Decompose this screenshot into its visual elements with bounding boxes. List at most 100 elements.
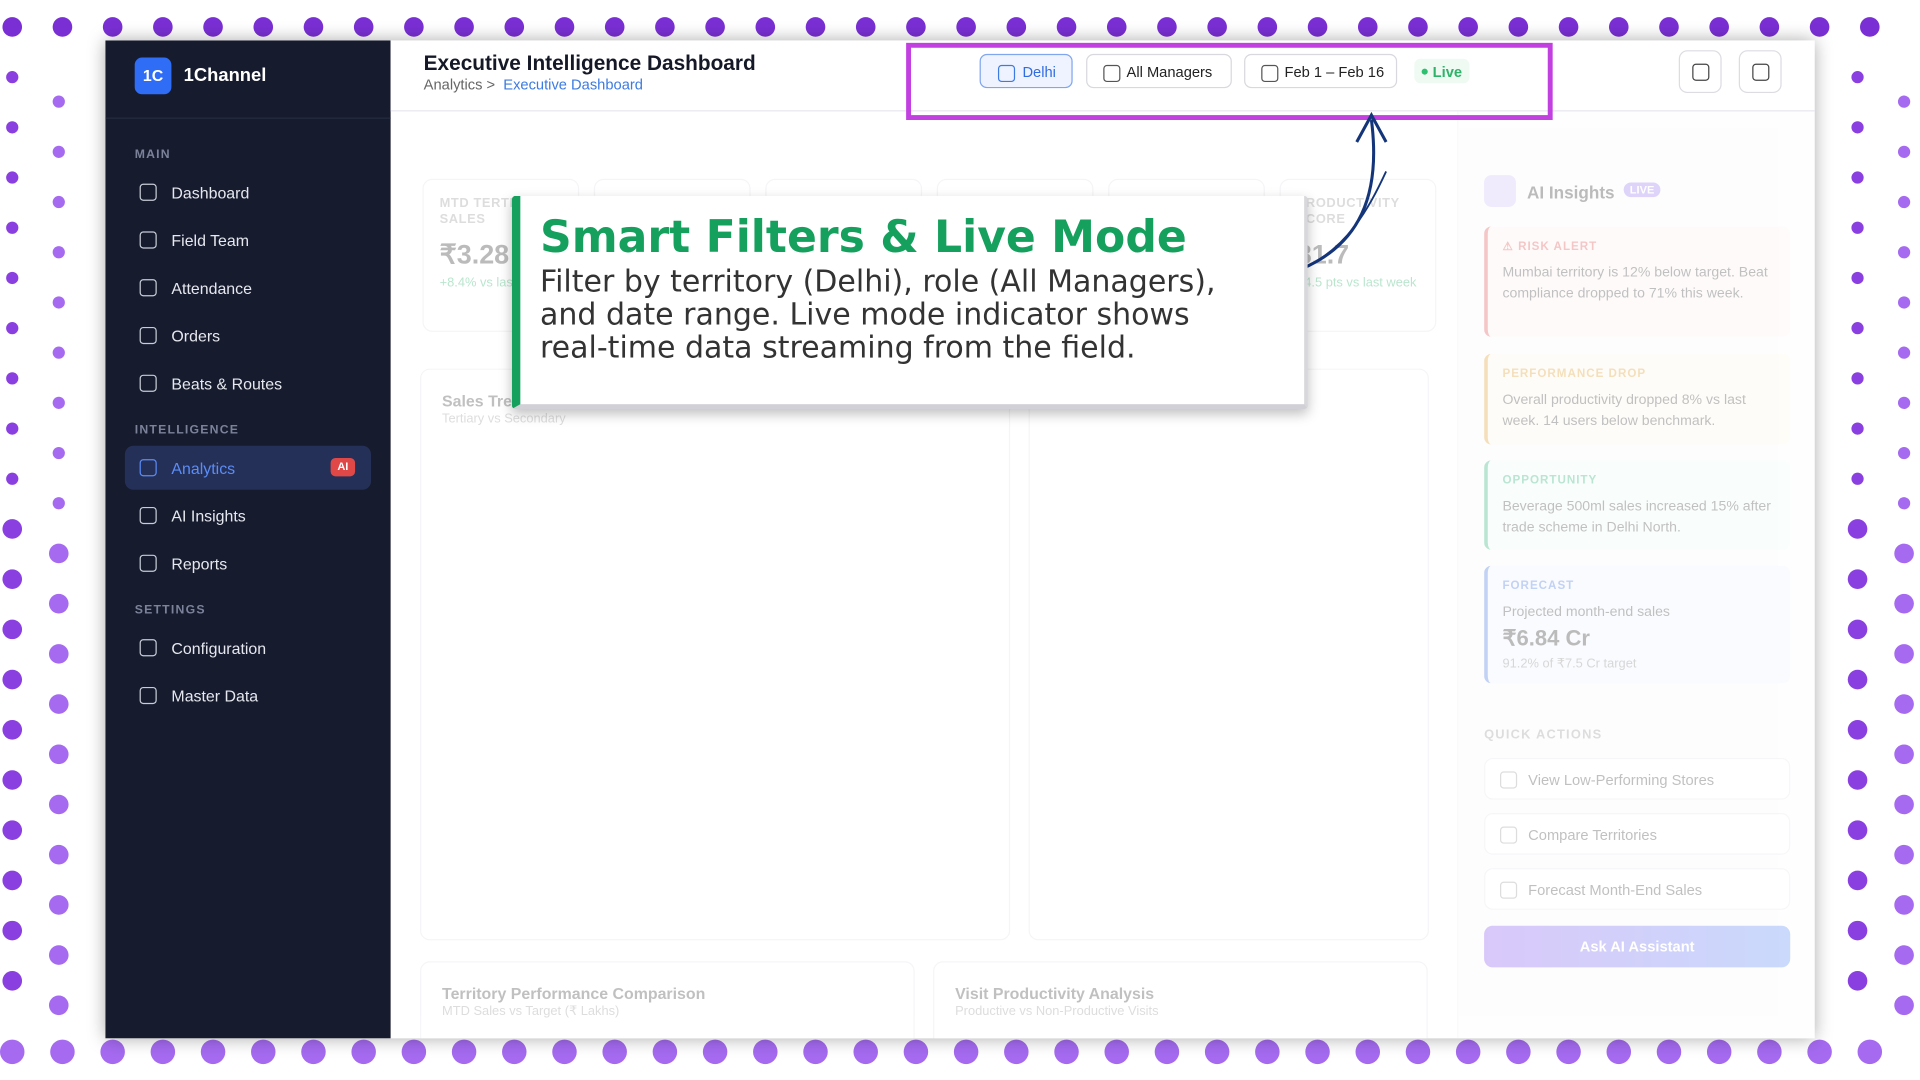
dot [604,17,625,37]
dot [1894,644,1914,664]
live-indicator[interactable]: Live [1414,58,1470,84]
dot [52,346,65,359]
dot [48,895,69,915]
dot [1897,246,1911,259]
donut-segment [1050,525,1166,738]
chart-subtitle: MTD Sales vs Target (₹ Lakhs) [442,1004,620,1019]
quick-action[interactable]: View Low-Performing Stores [1484,757,1791,800]
x-tick-label: 1 Jan [471,712,499,725]
callout-line: real-time data streaming from the field. [540,329,1136,365]
icon-button[interactable] [1678,50,1722,94]
quick-actions-title: QUICK ACTIONS [1484,727,1603,743]
dot [1847,619,1868,640]
dot [48,995,69,1016]
dot [1157,17,1177,37]
icon [139,506,157,525]
nav-item[interactable]: Attendance [125,266,371,310]
insight-label: PERFORMANCE DROP [1502,367,1647,381]
divider [105,117,391,119]
dot [48,844,69,865]
line-chart-card: Sales Trend Tertiary vs Secondary [420,368,1011,941]
dot [1851,221,1864,234]
legend-label: Soap 100g [1069,840,1134,855]
nav-label: Attendance [171,279,252,298]
dot [353,17,374,37]
nav-item[interactable]: AI Insights [125,493,371,537]
nav-item[interactable]: Configuration [125,626,371,670]
dot [251,1039,276,1065]
quick-action-label: View Low-Performing Stores [1528,771,1715,789]
filter-label: Delhi [1022,63,1056,81]
dot [200,1039,226,1065]
dot [705,17,725,37]
dot [6,271,19,285]
dot [702,1039,728,1065]
nav-item[interactable]: Dashboard [125,170,371,214]
data-label: 22% [1381,816,1408,831]
dot [6,71,19,84]
ask-ai-button[interactable]: Ask AI Assistant [1484,925,1791,968]
dot [1355,1039,1381,1065]
dot [52,446,65,460]
dot [903,1039,929,1065]
dot [153,17,173,37]
nav-item[interactable]: Field Team [125,218,371,262]
dot [1357,17,1378,37]
nav-item[interactable]: Analytics AI [124,445,372,490]
icon [139,686,157,705]
dot [1056,17,1077,37]
dot [2,669,23,690]
dot [1759,17,1780,37]
icon [1261,64,1279,83]
nav-item[interactable]: Reports [125,541,371,585]
legend-swatch [1051,795,1060,805]
dot [1305,1039,1330,1065]
dot [1847,669,1868,690]
quick-action[interactable]: Compare Territories [1484,813,1791,855]
nav-item[interactable]: Orders [125,313,371,357]
insights-badge: LIVE [1623,182,1661,198]
quick-action[interactable]: Forecast Month-End Sales [1484,868,1791,910]
line [483,545,987,694]
dot [2,770,23,790]
dot [301,1039,326,1065]
icon-button[interactable] [1738,50,1782,94]
dot [1556,1039,1581,1065]
app-window: 1C 1Channel MAIN Dashboard Field Team Attenda… [105,40,1815,1039]
dot [2,619,23,640]
dot [1851,271,1864,285]
dot [203,17,223,37]
icon [139,326,157,345]
dot [1847,820,1868,841]
bottom-chart-card: Visit Productivity Analysis Productive vs… [933,961,1428,1039]
kpi-value: ₹3.28 [439,238,510,270]
dot [1054,1039,1079,1065]
dot [502,1039,527,1065]
dot [1897,346,1911,359]
section-title: MAIN [134,148,171,162]
y-tick-label: ₹15L [446,656,473,669]
dot [1257,17,1278,37]
dot [48,945,69,965]
dot [404,17,424,37]
nav-item[interactable]: Master Data [125,673,371,717]
dot [2,720,23,740]
dot [1558,17,1579,37]
filter-pill[interactable]: All Managers [1086,53,1232,89]
legend-label: Tertiary Sales [628,418,710,433]
dot [1106,17,1127,37]
donut-segment [1229,401,1409,657]
filter-pill[interactable]: Delhi [979,53,1073,89]
x-tick-label: 17 Jan [744,712,779,725]
filter-pill[interactable]: Feb 1 – Feb 16 [1244,53,1398,89]
dot [6,121,19,134]
callout: Smart Filters & Live Mode Filter by terr… [511,195,1308,409]
dot [1897,296,1911,309]
insight-card: ⚠ RISK ALERT Mumbai territory is 12% belo… [1484,226,1791,337]
dot [1860,17,1880,37]
nav-item[interactable]: Beats & Routes [125,361,371,405]
sidebar: 1C 1Channel MAIN Dashboard Field Team Attenda… [105,40,391,1039]
legend-label: Shampoo 200ml [1069,816,1167,831]
dot [52,195,65,209]
insights-panel: AI Insights LIVE ⚠ RISK ALERT Mumbai territ… [1457,111,1815,1039]
